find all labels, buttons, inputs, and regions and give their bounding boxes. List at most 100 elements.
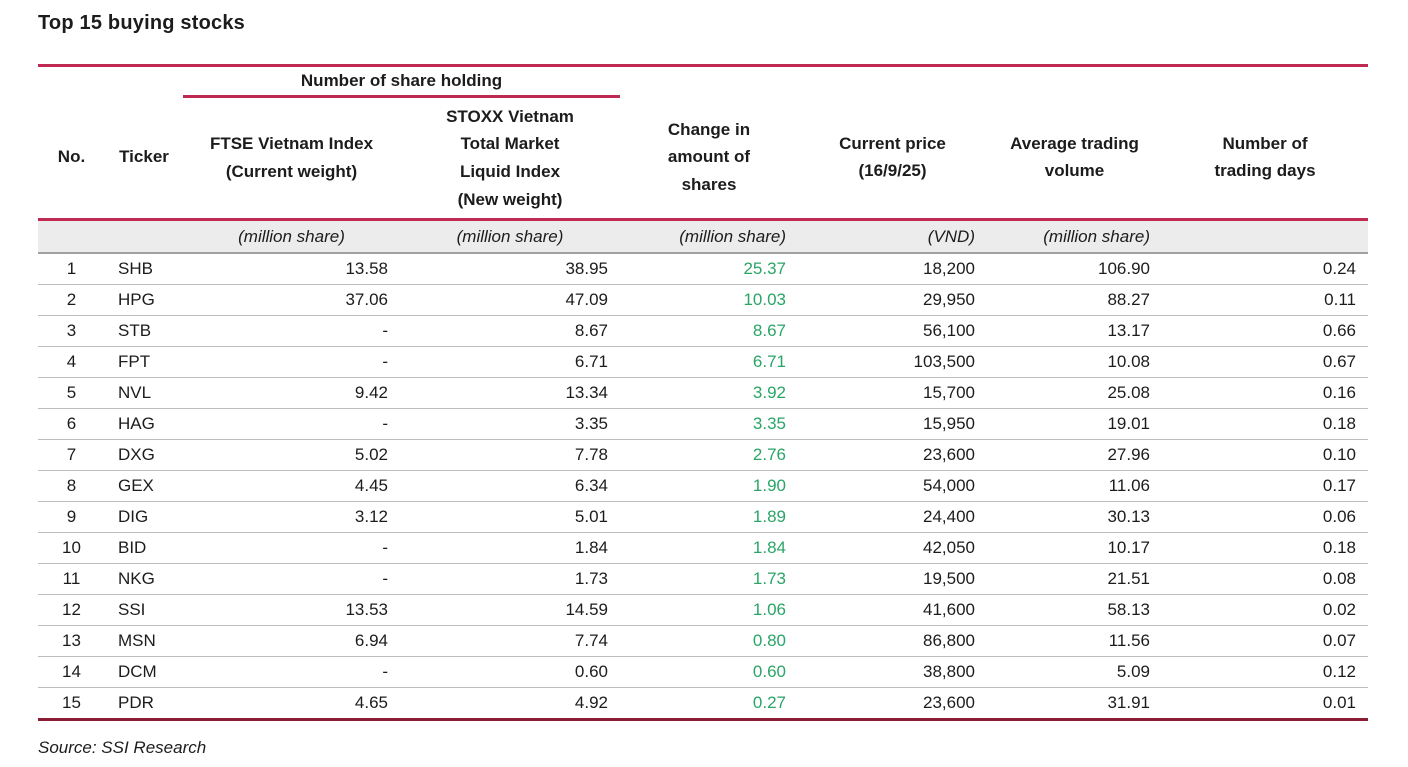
cell-avg-volume: 11.06 bbox=[987, 470, 1162, 502]
source-note: Source: SSI Research bbox=[38, 738, 207, 757]
table-row: 15 PDR 4.65 4.92 0.27 23,600 31.91 0.01 bbox=[38, 688, 1368, 720]
top-buying-stocks-table: Number of share holding No. Ticker FTSE … bbox=[38, 64, 1368, 721]
cell-price: 41,600 bbox=[798, 594, 987, 626]
cell-price: 103,500 bbox=[798, 346, 987, 378]
cell-ticker: HPG bbox=[105, 284, 183, 316]
cell-no: 1 bbox=[38, 253, 105, 285]
cell-avg-volume: 25.08 bbox=[987, 377, 1162, 409]
cell-change: 0.80 bbox=[620, 625, 798, 657]
cell-stoxx-weight: 6.34 bbox=[400, 470, 620, 502]
cell-no: 3 bbox=[38, 315, 105, 347]
cell-ticker: SHB bbox=[105, 253, 183, 285]
cell-trading-days: 0.18 bbox=[1162, 408, 1368, 440]
cell-ticker: MSN bbox=[105, 625, 183, 657]
cell-stoxx-weight: 1.84 bbox=[400, 532, 620, 564]
cell-change: 3.92 bbox=[620, 377, 798, 409]
table-row: 14 DCM -0.60 0.60 38,800 5.09 0.12 bbox=[38, 656, 1368, 688]
cell-stoxx-weight: 47.09 bbox=[400, 284, 620, 316]
cell-ticker: DXG bbox=[105, 439, 183, 471]
table-header: Number of share holding No. Ticker FTSE … bbox=[38, 65, 1368, 221]
cell-avg-volume: 58.13 bbox=[987, 594, 1162, 626]
cell-ftse-weight: 5.02 bbox=[183, 439, 400, 471]
cell-avg-volume: 30.13 bbox=[987, 501, 1162, 533]
cell-trading-days: 0.02 bbox=[1162, 594, 1368, 626]
cell-ftse-weight: 13.53 bbox=[183, 594, 400, 626]
cell-stoxx-weight: 7.74 bbox=[400, 625, 620, 657]
column-header-stoxx-weight: STOXX Vietnam Total Market Liquid Index … bbox=[400, 96, 620, 221]
cell-ticker: DIG bbox=[105, 501, 183, 533]
cell-no: 4 bbox=[38, 346, 105, 378]
cell-trading-days: 0.06 bbox=[1162, 501, 1368, 533]
group-header-spacer-left bbox=[38, 66, 183, 97]
cell-ticker: BID bbox=[105, 532, 183, 564]
cell-change: 6.71 bbox=[620, 346, 798, 378]
cell-price: 19,500 bbox=[798, 563, 987, 595]
cell-ftse-weight: 4.45 bbox=[183, 470, 400, 502]
unit-cell-change: (million share) bbox=[620, 219, 798, 254]
cell-avg-volume: 21.51 bbox=[987, 563, 1162, 595]
cell-no: 12 bbox=[38, 594, 105, 626]
cell-no: 14 bbox=[38, 656, 105, 688]
table-row: 2 HPG 37.06 47.09 10.03 29,950 88.27 0.11 bbox=[38, 284, 1368, 316]
cell-no: 5 bbox=[38, 377, 105, 409]
cell-trading-days: 0.07 bbox=[1162, 625, 1368, 657]
cell-no: 6 bbox=[38, 408, 105, 440]
cell-stoxx-weight: 6.71 bbox=[400, 346, 620, 378]
cell-ticker: SSI bbox=[105, 594, 183, 626]
group-header-spacer-right bbox=[620, 66, 1368, 97]
cell-stoxx-weight: 8.67 bbox=[400, 315, 620, 347]
cell-change: 1.84 bbox=[620, 532, 798, 564]
cell-stoxx-weight: 4.92 bbox=[574, 693, 608, 712]
column-header-row: No. Ticker FTSE Vietnam Index (Current w… bbox=[38, 96, 1368, 221]
column-header-ftse-weight: FTSE Vietnam Index (Current weight) bbox=[183, 96, 400, 221]
cell-ticker: PDR bbox=[118, 693, 154, 712]
cell-price: 18,200 bbox=[798, 253, 987, 285]
unit-cell bbox=[38, 219, 105, 254]
table-row: 11 NKG -1.73 1.73 19,500 21.51 0.08 bbox=[38, 563, 1368, 595]
table-row: 6 HAG -3.35 3.35 15,950 19.01 0.18 bbox=[38, 408, 1368, 440]
cell-change: 1.73 bbox=[620, 563, 798, 595]
cell-price: 15,950 bbox=[798, 408, 987, 440]
page-title: Top 15 buying stocks bbox=[38, 12, 245, 34]
cell-no: 8 bbox=[38, 470, 105, 502]
cell-ftse-weight: - bbox=[183, 656, 400, 688]
cell-avg-volume: 106.90 bbox=[987, 253, 1162, 285]
cell-stoxx-weight: 0.60 bbox=[400, 656, 620, 688]
group-header-number-of-share-holding: Number of share holding bbox=[183, 65, 620, 98]
cell-ftse-weight: - bbox=[183, 346, 400, 378]
cell-change: 10.03 bbox=[620, 284, 798, 316]
cell-ftse-weight: - bbox=[183, 532, 400, 564]
cell-no: 13 bbox=[38, 625, 105, 657]
column-header-no: No. bbox=[38, 96, 105, 221]
cell-trading-days: 0.16 bbox=[1162, 377, 1368, 409]
cell-ftse-weight: 9.42 bbox=[183, 377, 400, 409]
cell-trading-days: 0.10 bbox=[1162, 439, 1368, 471]
cell-stoxx-weight: 7.78 bbox=[400, 439, 620, 471]
cell-ftse-weight: - bbox=[183, 315, 400, 347]
table-body: 1 SHB 13.58 38.95 25.37 18,200 106.90 0.24 2 HPG 3… bbox=[38, 253, 1368, 720]
cell-trading-days: 0.67 bbox=[1162, 346, 1368, 378]
group-header-row: Number of share holding bbox=[38, 65, 1368, 98]
cell-ticker: DCM bbox=[105, 656, 183, 688]
cell-stoxx-weight: 1.73 bbox=[400, 563, 620, 595]
cell-price: 23,600 bbox=[923, 693, 975, 712]
column-header-change: Change in amount of shares bbox=[620, 96, 798, 221]
cell-price: 29,950 bbox=[798, 284, 987, 316]
unit-cell bbox=[1162, 219, 1368, 254]
cell-ftse-weight: 3.12 bbox=[183, 501, 400, 533]
cell-change: 0.60 bbox=[620, 656, 798, 688]
cell-ftse-weight: 4.65 bbox=[354, 693, 388, 712]
cell-price: 54,000 bbox=[798, 470, 987, 502]
unit-cell-stoxx: (million share) bbox=[400, 219, 620, 254]
cell-avg-volume: 11.56 bbox=[987, 625, 1162, 657]
cell-stoxx-weight: 3.35 bbox=[400, 408, 620, 440]
cell-ticker: STB bbox=[105, 315, 183, 347]
cell-price: 15,700 bbox=[798, 377, 987, 409]
cell-stoxx-weight: 38.95 bbox=[400, 253, 620, 285]
cell-ticker: NVL bbox=[105, 377, 183, 409]
cell-trading-days: 0.11 bbox=[1162, 284, 1368, 316]
cell-change: 3.35 bbox=[620, 408, 798, 440]
table-row: 13 MSN 6.94 7.74 0.80 86,800 11.56 0.07 bbox=[38, 625, 1368, 657]
table-row: 12 SSI 13.53 14.59 1.06 41,600 58.13 0.02 bbox=[38, 594, 1368, 626]
cell-ticker: NKG bbox=[105, 563, 183, 595]
